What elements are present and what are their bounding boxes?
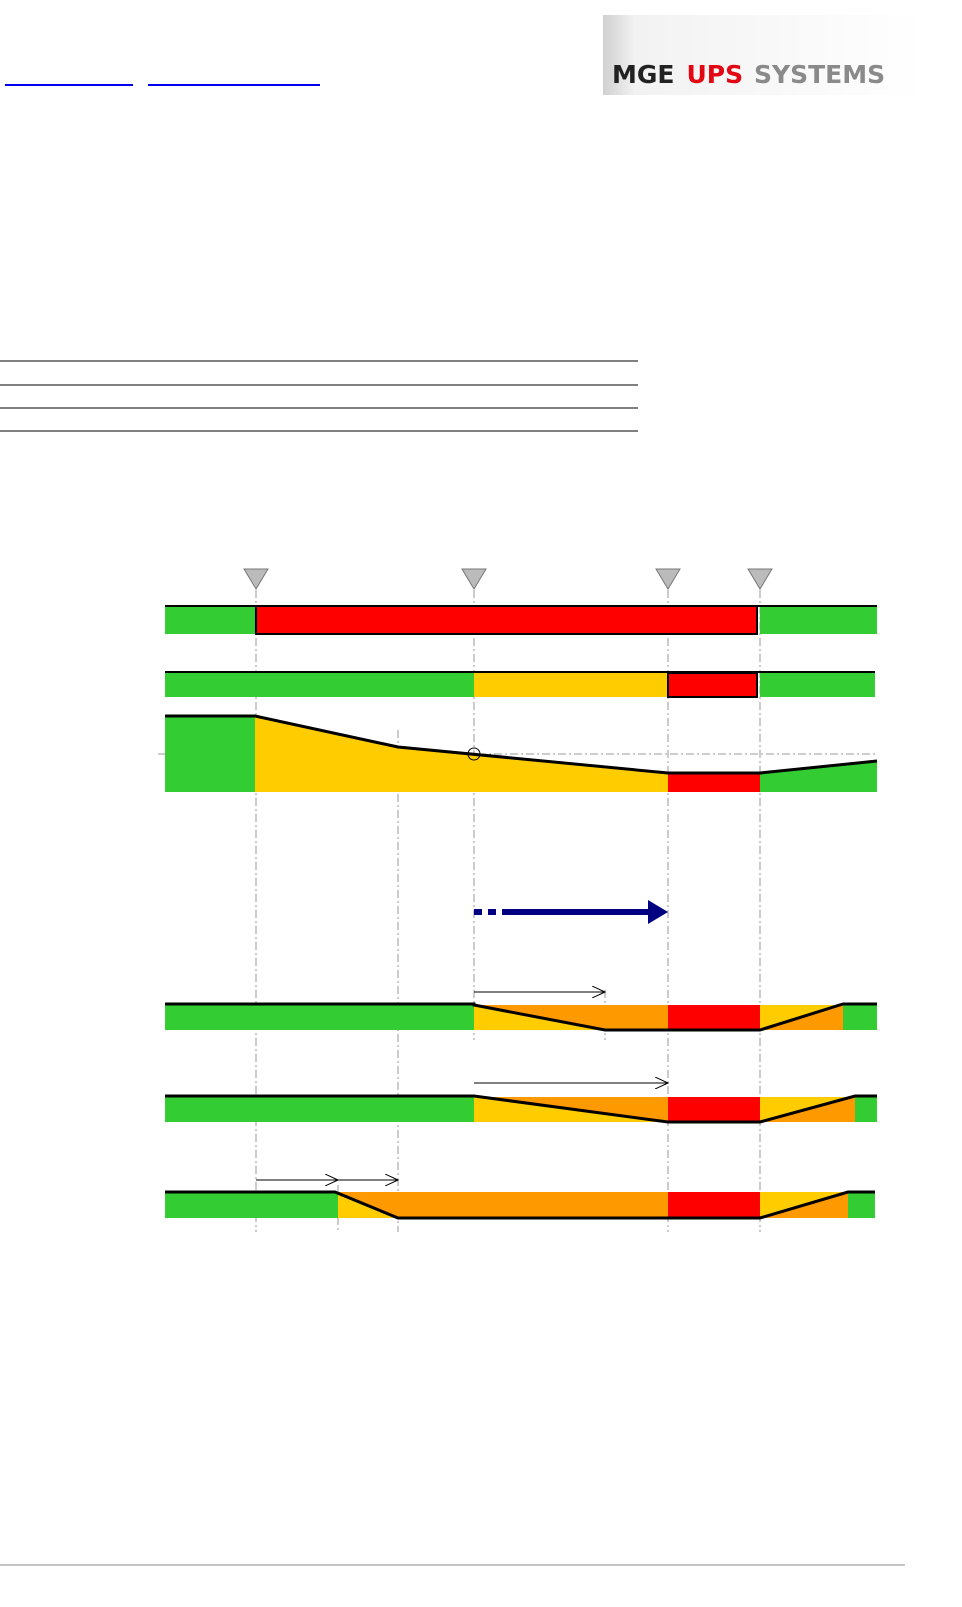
arrow (474, 900, 668, 924)
row-2 (165, 671, 875, 698)
row-1 (165, 605, 877, 635)
logo-ups: UPS (686, 60, 742, 89)
row-3 (165, 714, 878, 792)
table-lines (0, 360, 638, 432)
markers (243, 568, 773, 590)
logo-mge: MGE (612, 60, 674, 89)
row-6 (165, 1180, 875, 1220)
logo: MGE UPS SYSTEMS (612, 60, 885, 89)
row-4 (165, 992, 877, 1032)
logo-systems: SYSTEMS (754, 60, 885, 89)
row-5 (165, 1083, 877, 1124)
logo-bg (603, 15, 923, 95)
